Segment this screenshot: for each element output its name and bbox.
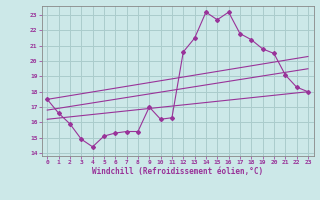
- X-axis label: Windchill (Refroidissement éolien,°C): Windchill (Refroidissement éolien,°C): [92, 167, 263, 176]
